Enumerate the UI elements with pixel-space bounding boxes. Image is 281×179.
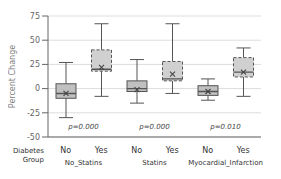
svg-text:Statins: Statins [142,159,167,167]
svg-text:p=0.000: p=0.000 [67,123,99,131]
svg-text:75: 75 [30,12,40,21]
svg-text:No_Statins: No_Statins [65,159,103,167]
svg-text:Yes: Yes [94,146,108,155]
svg-text:p=0.010: p=0.010 [209,123,241,131]
svg-text:No: No [60,146,71,155]
svg-text:25: 25 [30,60,40,69]
svg-text:Yes: Yes [236,146,250,155]
svg-text:0: 0 [35,84,40,93]
svg-text:50: 50 [30,36,40,45]
svg-text:Yes: Yes [165,146,179,155]
svg-text:Percent Change: Percent Change [8,45,17,108]
svg-text:No: No [131,146,142,155]
svg-text:p=0.000: p=0.000 [138,123,170,131]
svg-text:-25: -25 [27,109,40,118]
svg-text:-50: -50 [27,133,40,142]
svg-text:No: No [202,146,213,155]
svg-text:Myocardial_Infarction: Myocardial_Infarction [188,159,263,167]
svg-text:DiabetesGroup: DiabetesGroup [13,147,45,164]
